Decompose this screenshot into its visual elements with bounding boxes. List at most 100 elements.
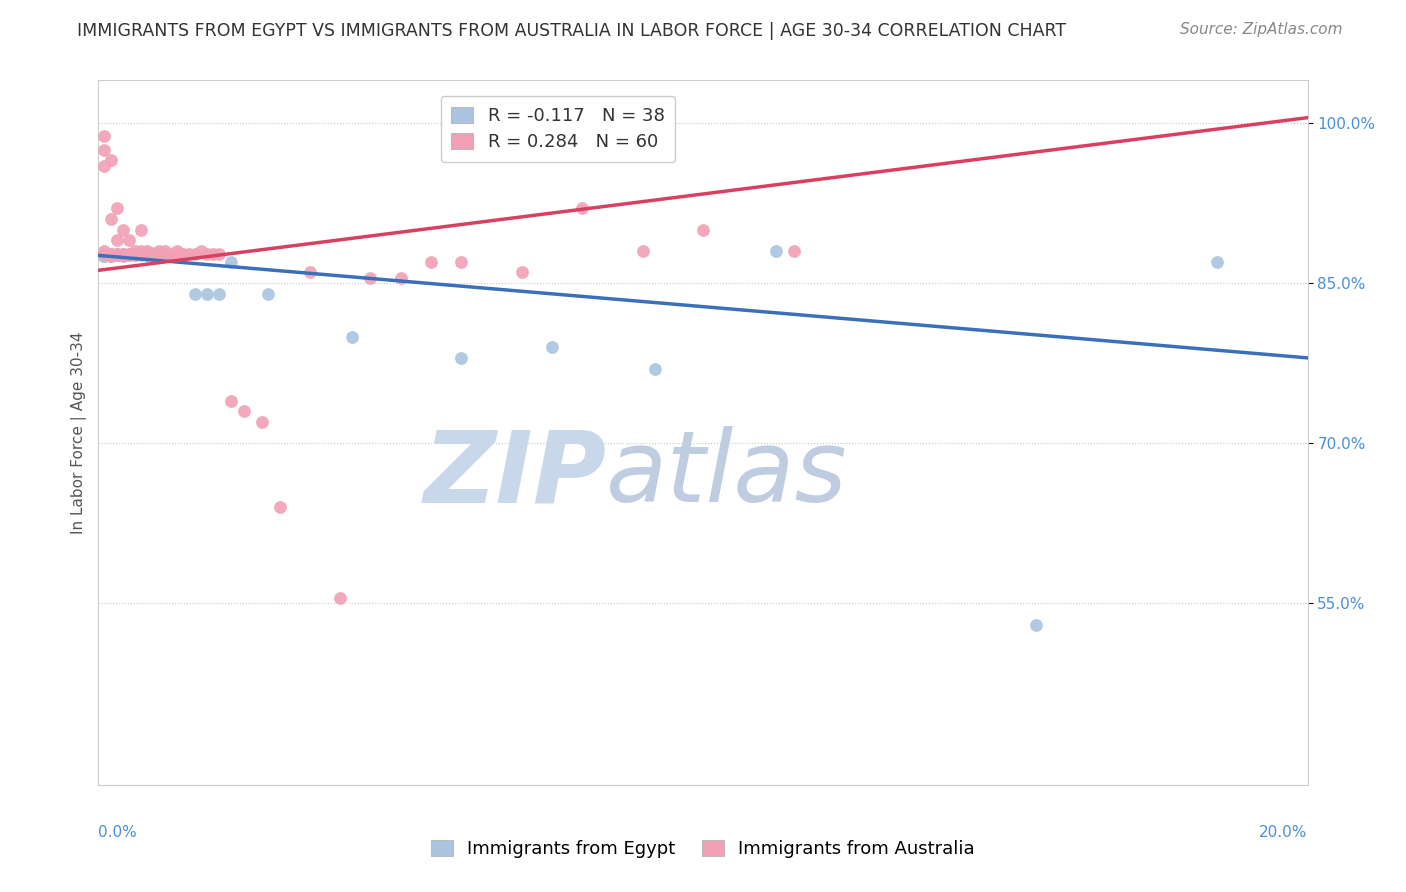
Point [118, 247, 141, 261]
Point [111, 248, 134, 262]
Point [299, 265, 322, 279]
Point [105, 248, 128, 262]
Point [93, 250, 115, 264]
Point [148, 247, 170, 261]
Point [166, 244, 188, 259]
Point [450, 351, 472, 365]
Point [184, 286, 207, 301]
Point [160, 247, 183, 261]
Y-axis label: In Labor Force | Age 30-34: In Labor Force | Age 30-34 [72, 331, 87, 534]
Point [129, 247, 152, 261]
Point [118, 234, 141, 248]
Legend: R = -0.117   N = 38, R = 0.284   N = 60: R = -0.117 N = 38, R = 0.284 N = 60 [440, 96, 675, 161]
Point [342, 329, 364, 343]
Point [100, 212, 122, 227]
Point [329, 591, 352, 606]
Point [111, 247, 134, 261]
Point [540, 340, 562, 354]
Point [142, 246, 165, 260]
Legend: Immigrants from Egypt, Immigrants from Australia: Immigrants from Egypt, Immigrants from A… [423, 832, 983, 865]
Point [93, 143, 115, 157]
Point [111, 250, 134, 264]
Point [111, 247, 134, 261]
Point [129, 244, 152, 259]
Point [153, 247, 176, 261]
Point [124, 248, 146, 262]
Point [100, 247, 122, 261]
Point [166, 247, 188, 261]
Point [256, 286, 278, 301]
Point [202, 247, 225, 261]
Point [160, 248, 183, 262]
Text: 20.0%: 20.0% [1260, 825, 1308, 840]
Point [195, 247, 218, 261]
Point [420, 254, 443, 268]
Point [93, 159, 115, 173]
Point [100, 250, 122, 264]
Point [135, 248, 157, 262]
Point [172, 248, 194, 262]
Point [105, 247, 128, 261]
Point [269, 500, 291, 515]
Point [644, 361, 666, 376]
Point [232, 404, 254, 418]
Point [111, 248, 134, 262]
Point [208, 286, 231, 301]
Point [105, 234, 128, 248]
Point [100, 250, 122, 264]
Point [148, 247, 170, 261]
Point [571, 202, 593, 216]
Point [105, 248, 128, 262]
Point [208, 247, 231, 261]
Point [111, 223, 134, 237]
Point [450, 254, 472, 268]
Point [100, 247, 122, 261]
Point [105, 247, 128, 261]
Point [124, 244, 146, 259]
Point [124, 247, 146, 261]
Text: IMMIGRANTS FROM EGYPT VS IMMIGRANTS FROM AUSTRALIA IN LABOR FORCE | AGE 30-34 CO: IMMIGRANTS FROM EGYPT VS IMMIGRANTS FROM… [77, 22, 1067, 40]
Point [93, 250, 115, 264]
Text: Source: ZipAtlas.com: Source: ZipAtlas.com [1180, 22, 1343, 37]
Point [135, 247, 157, 261]
Point [142, 247, 165, 261]
Point [179, 247, 201, 261]
Point [111, 248, 134, 262]
Point [135, 248, 157, 262]
Point [221, 393, 243, 408]
Point [118, 248, 141, 262]
Point [105, 247, 128, 261]
Point [100, 153, 122, 168]
Text: atlas: atlas [606, 426, 848, 524]
Point [783, 244, 806, 259]
Point [148, 244, 170, 259]
Point [631, 244, 654, 259]
Point [93, 250, 115, 264]
Point [184, 247, 207, 261]
Point [195, 286, 218, 301]
Point [153, 244, 176, 259]
Point [1206, 254, 1229, 268]
Point [93, 128, 115, 143]
Point [118, 248, 141, 262]
Point [172, 247, 194, 261]
Point [93, 247, 115, 261]
Point [1024, 617, 1046, 632]
Point [105, 202, 128, 216]
Point [124, 248, 146, 262]
Text: 0.0%: 0.0% [98, 825, 138, 840]
Point [118, 247, 141, 261]
Point [166, 248, 188, 262]
Point [360, 270, 382, 285]
Point [93, 244, 115, 259]
Point [100, 250, 122, 264]
Point [129, 248, 152, 262]
Point [692, 223, 714, 237]
Point [190, 244, 212, 259]
Point [389, 270, 412, 285]
Point [135, 244, 157, 259]
Point [142, 248, 165, 262]
Point [221, 254, 243, 268]
Point [124, 247, 146, 261]
Point [129, 247, 152, 261]
